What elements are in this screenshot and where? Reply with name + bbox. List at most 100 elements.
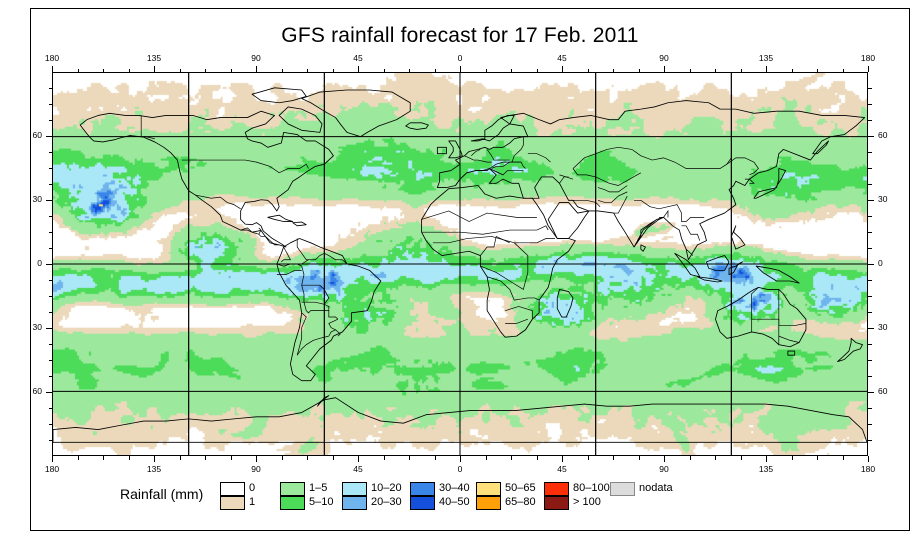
country-border-path <box>572 146 664 169</box>
country-border-path <box>296 335 329 356</box>
coastline-path <box>276 238 382 382</box>
axis-tick <box>766 456 768 462</box>
legend-label: > 100 <box>573 496 601 508</box>
axis-tick <box>511 456 512 460</box>
axis-tick <box>817 456 818 460</box>
coastline-path <box>715 286 807 348</box>
axis-tick <box>587 456 589 460</box>
axis-tick <box>868 376 872 377</box>
country-border-path <box>328 318 339 331</box>
axis-tick <box>868 66 870 72</box>
axis-tick <box>256 456 258 462</box>
axis-tick-label: 30 <box>878 322 888 332</box>
coastline-path <box>753 168 787 199</box>
axis-tick <box>409 456 410 460</box>
country-border-path <box>527 153 551 163</box>
legend-swatch <box>280 482 305 496</box>
legend-label: 65–80 <box>505 496 536 508</box>
axis-tick <box>868 104 872 105</box>
country-border-path <box>269 240 280 246</box>
country-border-path <box>659 209 669 218</box>
country-border-path <box>480 235 510 256</box>
axis-tick <box>868 328 874 330</box>
coastline-path <box>837 337 863 363</box>
coastline-path <box>448 140 463 159</box>
country-border-path <box>296 312 307 356</box>
coastline-path <box>640 244 646 252</box>
graticule-layer <box>53 73 867 455</box>
country-border-path <box>597 185 628 193</box>
country-border-path <box>502 170 524 176</box>
legend-label: 40–50 <box>439 496 470 508</box>
legend-swatch <box>476 496 501 510</box>
country-border-path <box>509 161 526 169</box>
axis-tick <box>868 280 872 281</box>
country-border-path <box>251 227 262 235</box>
axis-tick-label: 30 <box>878 194 888 204</box>
country-border-path <box>464 155 492 163</box>
coastline-path <box>278 106 323 133</box>
coastline-path <box>787 350 796 356</box>
axis-tick <box>307 456 308 460</box>
axis-tick <box>383 456 385 460</box>
coastline-path <box>470 115 515 142</box>
axis-tick <box>868 120 872 121</box>
country-border-path <box>480 242 529 291</box>
country-border-path <box>301 284 330 305</box>
axis-tick-label: 0 <box>878 258 883 268</box>
axis-tick <box>689 456 691 460</box>
axis-tick <box>332 456 334 460</box>
coastline-path <box>267 214 294 222</box>
country-border-path <box>536 225 549 231</box>
country-border-path <box>685 248 694 256</box>
map-plot-area[interactable] <box>52 72 868 456</box>
country-border-path <box>486 149 510 161</box>
legend-label: 30–40 <box>439 482 470 494</box>
country-border-path <box>516 319 533 337</box>
axis-tick-label: 90 <box>251 53 261 63</box>
country-border-path <box>240 227 253 233</box>
coastline-path <box>79 110 334 248</box>
coastline-path <box>696 276 723 283</box>
axis-tick <box>128 456 130 460</box>
axis-tick <box>562 456 564 462</box>
axis-tick <box>868 232 872 233</box>
axis-tick <box>868 152 872 153</box>
axis-tick-label: 30 <box>32 194 42 204</box>
axis-tick <box>205 456 206 460</box>
legend-label: 10–20 <box>371 482 402 494</box>
axis-tick-label: 180 <box>860 53 876 63</box>
coastline-path <box>251 87 307 104</box>
axis-tick <box>460 456 462 462</box>
coastline-path <box>292 221 307 227</box>
axis-tick <box>230 456 232 460</box>
country-border-path <box>559 174 574 180</box>
axis-tick <box>868 424 872 425</box>
country-border-path <box>663 157 732 169</box>
coastline-path <box>301 89 411 138</box>
country-border-path <box>667 204 705 222</box>
legend-label: 1–5 <box>309 482 328 494</box>
legend-label: 50–65 <box>505 482 536 494</box>
axis-tick-label: 60 <box>878 386 888 396</box>
country-border-path <box>778 335 800 343</box>
coastline-path <box>317 395 330 407</box>
axis-tick <box>868 312 872 313</box>
axis-tick <box>868 216 872 217</box>
axis-tick-label: 180 <box>860 464 876 474</box>
legend: Rainfall (mm) 0 1 1–5 5–10 10–20 20–30 30–40 40… <box>52 480 868 524</box>
legend-label: nodata <box>639 482 673 494</box>
country-border-path <box>296 238 309 261</box>
legend-swatch <box>544 482 569 496</box>
country-border-path <box>613 195 628 214</box>
axis-tick <box>791 456 793 460</box>
country-border-path <box>511 136 524 163</box>
axis-tick-label: 45 <box>557 53 567 63</box>
country-border-path <box>568 199 601 207</box>
axis-tick <box>868 184 872 185</box>
country-border-path <box>597 191 628 203</box>
axis-tick <box>868 408 872 409</box>
axis-tick-label: 60 <box>32 386 42 396</box>
axis-tick <box>868 344 872 345</box>
